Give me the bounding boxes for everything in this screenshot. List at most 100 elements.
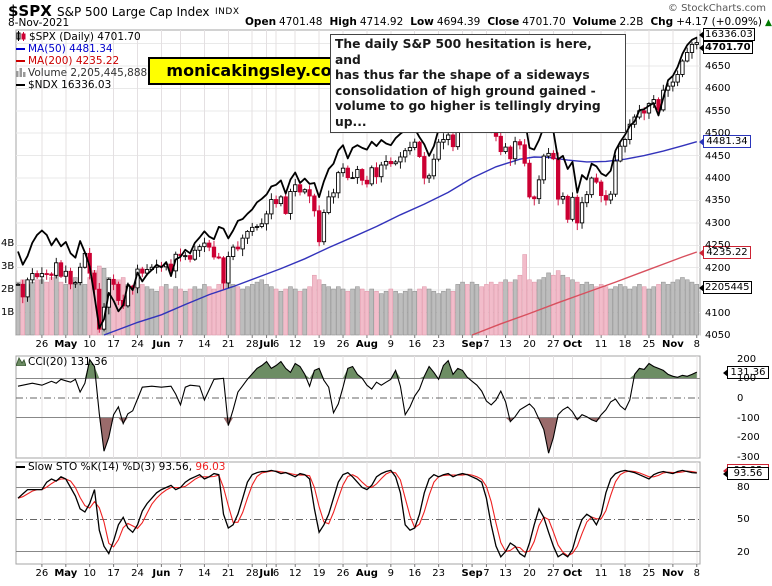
date-tick-label: Aug xyxy=(355,568,378,579)
cci-tick-label: 0 xyxy=(737,393,744,404)
date-tick-label: 20 xyxy=(523,568,536,579)
date-tick-label: 6 xyxy=(272,568,280,579)
date-tick-label: Jul xyxy=(259,568,274,579)
cci-value-tag: 131.36 xyxy=(723,366,769,379)
ma50-line-icon xyxy=(16,48,25,50)
ndx-line-icon xyxy=(16,84,25,86)
date-tick-label: 17 xyxy=(107,568,120,579)
cci-tick-label: -200 xyxy=(737,432,760,444)
quote-field-value: 4714.92 xyxy=(359,16,404,28)
date-tick-label: 11 xyxy=(594,339,608,350)
date-tick-label: 26 xyxy=(35,568,49,579)
legend-ma200: MA(200) 4235.22 xyxy=(16,56,119,67)
annotation-line: consolidation of high ground gained - xyxy=(335,83,596,98)
quote-field-value: 4694.39 xyxy=(436,16,481,28)
stockcharts-copyright-link[interactable]: © StockCharts.com xyxy=(667,3,766,14)
legend-ndx: $NDX 16336.03 xyxy=(16,80,111,91)
date-tick-label: Sep xyxy=(461,568,483,579)
date-tick-label: 13 xyxy=(499,568,512,579)
cci-line xyxy=(17,358,698,454)
legend-volume: Volume 2,205,445,888 xyxy=(16,68,147,79)
cci-tick-label: -300 xyxy=(737,452,760,464)
date-tick-label: 27 xyxy=(546,568,560,579)
volume-value-tag: 2205445 xyxy=(699,281,752,294)
sto-k-line xyxy=(17,469,697,558)
price-tick-label: 4550 xyxy=(705,105,731,117)
legend-spx: $SPX (Daily) 4701.70 xyxy=(16,31,141,43)
ma200-line-icon xyxy=(16,60,25,62)
quote-field-label: Volume xyxy=(572,16,617,28)
date-tick-label: 25 xyxy=(642,568,656,579)
volume-tick-label: 1B xyxy=(1,307,15,318)
date-tick-label: 8 xyxy=(693,339,700,350)
sto-legend: Slow STO %K(14) %D(3) 93.56, 96.03 xyxy=(16,462,225,473)
date-tick-label: 11 xyxy=(594,568,608,579)
date-tick-label: 20 xyxy=(523,339,536,350)
quote-field-label: Low xyxy=(410,16,434,28)
date-tick-label: 7 xyxy=(177,568,184,579)
quote-field-label: Close xyxy=(487,16,520,28)
date-tick-label: Jun xyxy=(152,339,171,350)
price-tick-label: 4500 xyxy=(705,128,731,140)
date-tick-label: 26 xyxy=(35,339,49,350)
cci-tick-label: -100 xyxy=(737,412,760,424)
cci-oversold-fill xyxy=(18,417,697,454)
quote-field-label: High xyxy=(329,16,357,28)
sto-tick-label: 20 xyxy=(737,546,750,558)
date-tick-label: Jul xyxy=(259,339,274,350)
date-tick-label: 12 xyxy=(288,568,302,579)
quote-field-label: Open xyxy=(245,16,277,28)
date-tick-label: 7 xyxy=(483,339,490,350)
date-tick-label: 28 xyxy=(245,339,259,350)
date-tick-label: 9 xyxy=(387,339,395,350)
ma200-value-tag: 4235.22 xyxy=(699,246,751,259)
date-tick-label: 18 xyxy=(618,568,632,579)
annotation-line: The daily S&P 500 hesitation is here, an… xyxy=(335,37,592,67)
price-tick-label: 4300 xyxy=(705,217,731,229)
date-tick-label: 8 xyxy=(693,568,700,579)
quote-field-value: 2.2B xyxy=(619,16,644,28)
date-tick-label: 9 xyxy=(387,568,395,579)
close-value-tag: 4701.70 xyxy=(699,41,753,54)
symbol: $SPX xyxy=(8,2,52,20)
date-tick-label: May xyxy=(54,339,78,350)
price-tick-label: 4100 xyxy=(705,307,731,319)
date-tick-label: 21 xyxy=(221,568,235,579)
watermark: monicakingsley.co xyxy=(148,57,350,85)
volume-tick-label: 3B xyxy=(1,261,15,272)
cci-tick-label: 100 xyxy=(737,373,757,385)
price-tick-label: 4600 xyxy=(705,83,731,95)
date-tick-label: 18 xyxy=(618,339,632,350)
symbol-name: S&P 500 Large Cap Index xyxy=(57,5,210,19)
quote-field-value: 4701.48 xyxy=(279,16,323,28)
date-tick-label: 14 xyxy=(198,568,211,579)
sto-tick-label: 50 xyxy=(737,514,750,526)
ohlc-quote-row: Open 4701.48 High 4714.92 Low 4694.39 Close 470… xyxy=(238,16,772,28)
legend-ma50: MA(50) 4481.34 xyxy=(16,44,113,55)
date-tick-label: 10 xyxy=(83,339,97,350)
price-tick-label: 4450 xyxy=(705,150,731,162)
ma50-line xyxy=(103,141,697,336)
date-tick-label: 12 xyxy=(288,339,302,350)
sto-tick-label: 80 xyxy=(737,482,750,494)
ndx-value-tag: 16336.03 xyxy=(699,28,755,41)
quote-date: 8-Nov-2021 xyxy=(8,17,70,29)
panel-border xyxy=(15,355,701,459)
annotation-box: The daily S&P 500 hesitation is here, an… xyxy=(330,34,626,133)
date-tick-label: 7 xyxy=(483,568,490,579)
date-tick-label: Sep xyxy=(461,339,483,350)
volume-tick-label: 2B xyxy=(1,284,15,295)
date-tick-label: 10 xyxy=(83,568,97,579)
date-tick-label: May xyxy=(54,568,78,579)
date-tick-label: 14 xyxy=(198,339,211,350)
date-tick-label: 24 xyxy=(131,339,144,350)
date-tick-label: Oct xyxy=(562,339,583,350)
cci-overbought-fill xyxy=(18,359,697,379)
quote-field-label: Chg xyxy=(650,16,674,28)
exchange-label: INDX xyxy=(215,7,240,17)
date-tick-label: 16 xyxy=(408,339,422,350)
date-tick-label: 16 xyxy=(408,568,422,579)
annotation-line: has thus far the shape of a sideways xyxy=(335,68,590,82)
date-tick-label: 23 xyxy=(432,339,445,350)
